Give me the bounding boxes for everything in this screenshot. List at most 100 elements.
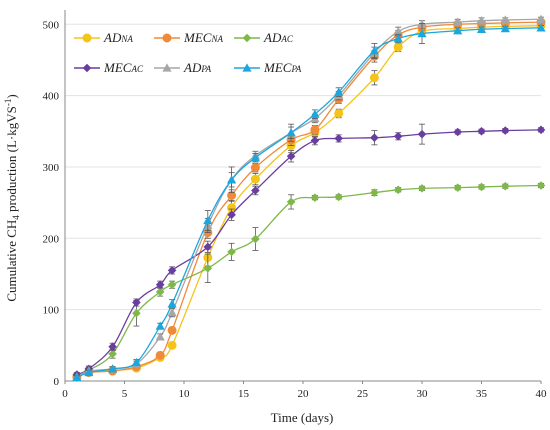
x-tick-label: 25 [357, 388, 369, 400]
data-point [417, 129, 427, 139]
data-point [501, 126, 510, 135]
legend-marker [162, 33, 172, 43]
data-point [250, 174, 260, 184]
data-point [167, 307, 177, 317]
y-axis-title: Cumulative CH4 production (L·kgVS-1) [3, 94, 21, 301]
data-point [227, 247, 236, 257]
data-point [500, 23, 510, 33]
series-line [76, 184, 542, 376]
data-point [334, 192, 343, 202]
data-point [536, 23, 546, 32]
data-point [369, 73, 379, 83]
x-tick-label: 10 [179, 388, 191, 400]
data-point [155, 287, 165, 297]
data-point [334, 134, 343, 143]
series-MECNA [72, 17, 546, 382]
x-tick-label: 20 [298, 388, 310, 400]
data-point [501, 181, 510, 191]
legend-label: MECAC [103, 60, 144, 75]
legend-entry-MECAC: MECAC [74, 60, 144, 75]
series-MECAC [72, 123, 546, 379]
x-tick-label: 40 [536, 388, 548, 400]
y-tick-label: 400 [43, 91, 60, 103]
data-point [453, 26, 463, 35]
legend-marker [242, 33, 252, 43]
y-tick-label: 100 [43, 305, 60, 317]
data-point [108, 364, 118, 373]
data-point [250, 163, 260, 173]
data-point [453, 183, 462, 192]
data-point [310, 193, 320, 202]
data-point [286, 197, 296, 207]
data-point [227, 210, 236, 220]
data-point [393, 185, 403, 195]
data-point [286, 128, 296, 137]
data-point [417, 184, 427, 193]
data-point [167, 266, 177, 275]
series-ADAC [72, 181, 546, 380]
legend-entry-ADAC: ADAC [234, 30, 294, 45]
data-point [370, 188, 379, 197]
data-point [393, 26, 403, 36]
data-point [250, 153, 260, 162]
data-point [155, 350, 165, 360]
x-tick-label: 5 [122, 388, 128, 400]
data-point [370, 133, 379, 143]
series-ADNA [72, 21, 546, 382]
data-point [476, 24, 487, 33]
legend-marker [82, 33, 92, 43]
data-point [536, 14, 546, 23]
data-point [369, 46, 379, 55]
data-point [477, 182, 486, 192]
data-point [167, 280, 177, 289]
legend-label: ADPA [183, 60, 212, 75]
data-point [251, 186, 260, 195]
data-point [251, 234, 260, 244]
legend-entry-MECPA: MECPA [234, 60, 302, 75]
x-tick-label: 0 [62, 388, 68, 400]
plot-area [72, 14, 546, 382]
data-point [108, 342, 117, 352]
data-point [310, 109, 320, 118]
data-point [155, 332, 165, 341]
data-point [476, 16, 487, 25]
data-point [393, 33, 403, 43]
data-point [536, 125, 546, 135]
x-tick-label: 35 [476, 388, 488, 400]
legend-marker [162, 63, 172, 72]
legend: ADNA MECNA ADAC MECAC ADPA MECPA [74, 30, 302, 75]
y-tick-label: 500 [43, 19, 60, 31]
data-point [167, 325, 177, 335]
data-point [286, 151, 296, 161]
data-point [108, 349, 117, 359]
legend-marker [242, 63, 252, 72]
legend-label: MECPA [263, 60, 302, 75]
y-tick-label: 0 [54, 376, 60, 388]
x-axis-title: Time (days) [271, 410, 334, 425]
data-point [72, 372, 82, 382]
series-line [76, 27, 542, 379]
data-point [155, 280, 165, 289]
legend-entry-MECNA: MECNA [154, 30, 223, 45]
data-point [227, 175, 237, 184]
legend-entry-ADPA: ADPA [154, 60, 212, 75]
data-point [453, 17, 463, 26]
data-point [417, 28, 427, 38]
series-line [76, 21, 542, 378]
y-tick-label: 300 [43, 162, 60, 174]
data-point [393, 131, 403, 141]
data-point [167, 340, 177, 350]
series-MECPA [72, 23, 546, 382]
legend-label: ADNA [103, 30, 133, 45]
data-point [84, 367, 94, 377]
data-point [477, 126, 486, 136]
data-point [131, 357, 141, 367]
data-point [167, 299, 177, 308]
x-tick-label: 15 [238, 388, 250, 400]
data-point [393, 42, 403, 52]
data-point [500, 15, 510, 24]
legend-entry-ADNA: ADNA [74, 30, 133, 45]
data-point [132, 298, 141, 307]
data-point [310, 136, 320, 145]
legend-marker [82, 63, 92, 73]
